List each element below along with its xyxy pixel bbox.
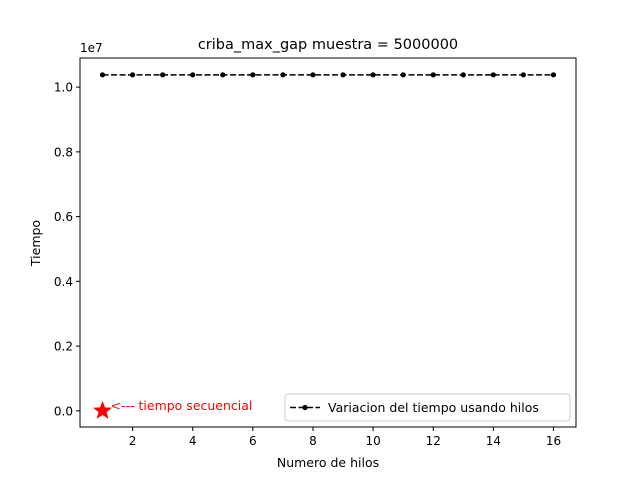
y-axis-label: Tiempo [28, 220, 43, 267]
sequential-time-annotation: <--- tiempo secuencial [111, 398, 253, 413]
data-point [520, 72, 526, 78]
x-tick-label: 10 [365, 434, 380, 448]
data-point [550, 72, 557, 78]
y-tick-label: 0.6 [54, 210, 73, 224]
legend-marker-sample [302, 404, 308, 411]
y-axis-ticks: 0.0 0.2 0.4 0.6 0.8 1.0 [54, 81, 80, 418]
x-tick-label: 2 [129, 434, 137, 448]
y-tick-label: 0.4 [54, 275, 73, 289]
x-tick-label: 4 [189, 434, 197, 448]
y-offset-label: 1e7 [80, 41, 103, 55]
x-tick-label: 14 [486, 434, 501, 448]
legend-label: Variacion del tiempo usando hilos [328, 400, 539, 415]
sequential-layer: <--- tiempo secuencial [93, 398, 252, 419]
data-point [280, 72, 286, 78]
x-tick-label: 8 [309, 434, 317, 448]
data-point [160, 72, 166, 78]
data-point [130, 72, 136, 78]
y-tick-label: 0.2 [54, 340, 73, 354]
x-axis-label: Numero de hilos [277, 455, 379, 470]
data-point [490, 72, 496, 78]
x-tick-label: 16 [546, 434, 561, 448]
x-axis-ticks: 2 4 6 8 10 12 14 16 [129, 427, 561, 448]
y-tick-label: 1.0 [54, 81, 73, 95]
legend-box [284, 393, 571, 422]
y-tick-label: 0.8 [54, 145, 73, 159]
x-tick-label: 6 [249, 434, 257, 448]
legend: Variacion del tiempo usando hilos [284, 393, 571, 422]
plot-area [79, 57, 577, 428]
y-tick-label: 0.0 [54, 404, 73, 418]
data-point [370, 72, 376, 78]
chart-title: criba_max_gap muestra = 5000000 [198, 37, 458, 53]
data-point [250, 72, 256, 78]
data-point [310, 72, 316, 78]
data-point [400, 72, 406, 78]
sequential-time-marker [93, 400, 113, 419]
data-point [99, 72, 106, 78]
x-tick-label: 12 [426, 434, 441, 448]
data-point [190, 72, 196, 78]
data-point [460, 72, 466, 78]
series-layer [99, 72, 557, 78]
data-point [340, 72, 346, 78]
data-point [220, 72, 226, 78]
data-point [430, 72, 436, 78]
